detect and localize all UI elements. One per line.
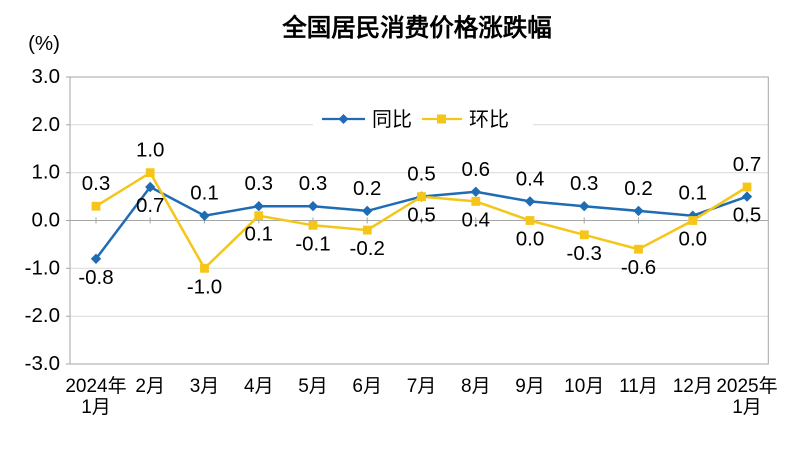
- svg-text:0.1: 0.1: [245, 223, 274, 246]
- svg-text:2024年: 2024年: [65, 375, 126, 397]
- svg-text:8月: 8月: [461, 376, 491, 397]
- svg-text:5月: 5月: [298, 376, 328, 397]
- svg-text:10月: 10月: [564, 376, 604, 397]
- svg-text:0.6: 0.6: [462, 158, 491, 181]
- svg-text:12月: 12月: [673, 376, 713, 397]
- svg-text:2月: 2月: [135, 376, 165, 397]
- svg-text:-0.3: -0.3: [567, 242, 602, 265]
- svg-text:-0.2: -0.2: [350, 237, 385, 260]
- svg-text:1月: 1月: [81, 397, 111, 418]
- svg-text:-0.8: -0.8: [78, 266, 113, 289]
- svg-text:0.5: 0.5: [407, 163, 436, 186]
- svg-text:(%): (%): [28, 32, 60, 55]
- svg-text:2025年: 2025年: [716, 375, 777, 397]
- svg-text:0.3: 0.3: [299, 172, 328, 195]
- svg-text:-2.0: -2.0: [25, 304, 60, 327]
- svg-text:0.3: 0.3: [245, 172, 274, 195]
- svg-text:11月: 11月: [619, 376, 658, 397]
- svg-text:-0.1: -0.1: [295, 232, 330, 255]
- svg-text:0.5: 0.5: [733, 204, 762, 227]
- svg-text:0.1: 0.1: [190, 182, 219, 205]
- svg-text:-1.0: -1.0: [187, 275, 222, 298]
- svg-text:0.4: 0.4: [462, 208, 491, 231]
- svg-text:-3.0: -3.0: [25, 352, 60, 375]
- svg-text:0.7: 0.7: [733, 153, 762, 176]
- svg-text:4月: 4月: [244, 376, 274, 397]
- svg-text:全国居民消费价格涨跌幅: 全国居民消费价格涨跌幅: [281, 13, 552, 42]
- svg-text:环比: 环比: [469, 108, 509, 131]
- svg-text:0.2: 0.2: [624, 177, 653, 200]
- svg-text:0.5: 0.5: [407, 204, 436, 227]
- svg-text:3月: 3月: [190, 376, 220, 397]
- svg-text:1月: 1月: [732, 397, 762, 418]
- svg-text:0.7: 0.7: [136, 194, 165, 217]
- svg-text:1.0: 1.0: [136, 139, 165, 162]
- svg-text:9月: 9月: [515, 376, 545, 397]
- svg-text:1.0: 1.0: [32, 161, 61, 184]
- svg-text:0.0: 0.0: [679, 228, 708, 251]
- svg-text:-1.0: -1.0: [25, 256, 60, 279]
- svg-text:6月: 6月: [352, 376, 382, 397]
- svg-text:同比: 同比: [372, 108, 412, 131]
- svg-text:0.2: 0.2: [353, 177, 382, 200]
- svg-text:2.0: 2.0: [32, 113, 61, 136]
- svg-text:0.0: 0.0: [32, 209, 61, 232]
- svg-text:7月: 7月: [407, 376, 437, 397]
- svg-text:0.4: 0.4: [516, 167, 545, 190]
- svg-text:0.3: 0.3: [82, 172, 111, 195]
- svg-text:0.0: 0.0: [516, 228, 545, 251]
- svg-text:0.3: 0.3: [570, 172, 599, 195]
- svg-text:0.1: 0.1: [679, 182, 708, 205]
- svg-text:3.0: 3.0: [32, 65, 61, 88]
- svg-text:-0.6: -0.6: [621, 256, 656, 279]
